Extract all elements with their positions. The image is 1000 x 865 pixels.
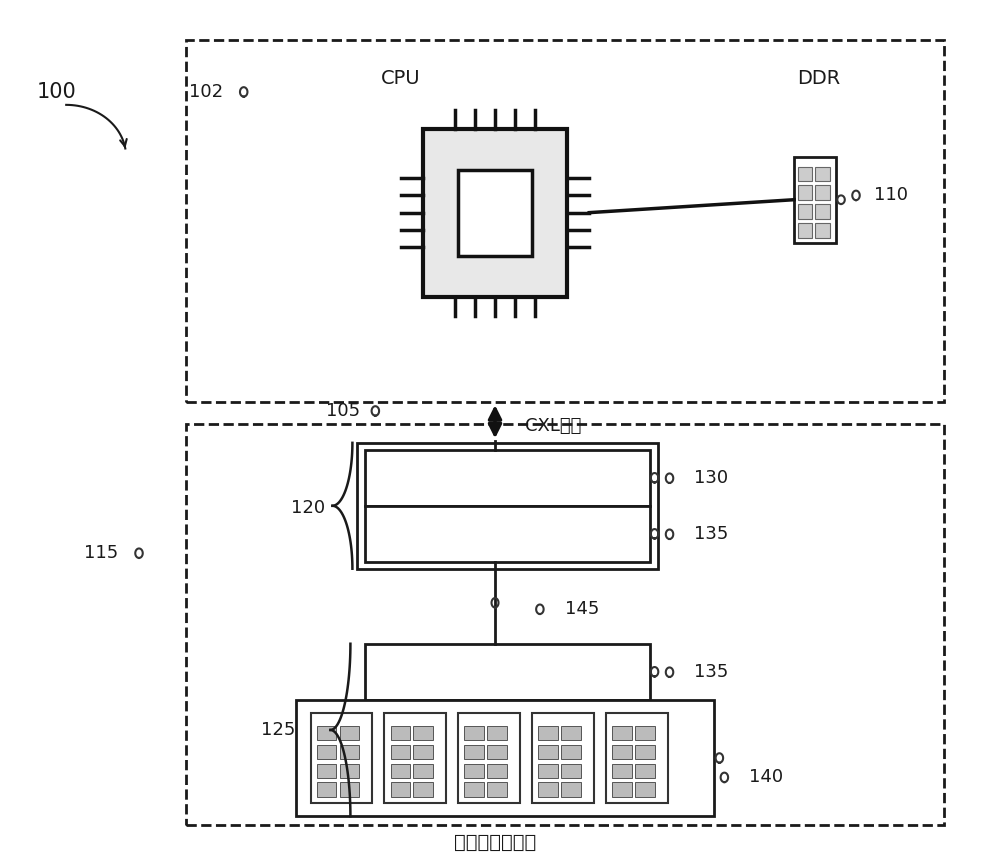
FancyBboxPatch shape [296, 700, 714, 817]
FancyBboxPatch shape [365, 644, 650, 700]
FancyBboxPatch shape [561, 726, 581, 740]
FancyBboxPatch shape [798, 223, 812, 238]
Text: 135: 135 [694, 525, 729, 543]
Text: 110: 110 [874, 186, 908, 204]
FancyBboxPatch shape [391, 783, 410, 797]
FancyBboxPatch shape [612, 764, 632, 778]
FancyBboxPatch shape [612, 745, 632, 759]
FancyBboxPatch shape [561, 783, 581, 797]
FancyBboxPatch shape [317, 764, 336, 778]
FancyBboxPatch shape [815, 167, 830, 182]
FancyBboxPatch shape [413, 745, 433, 759]
FancyBboxPatch shape [794, 157, 836, 243]
FancyBboxPatch shape [487, 764, 507, 778]
FancyBboxPatch shape [798, 185, 812, 200]
FancyBboxPatch shape [635, 783, 655, 797]
Text: 100: 100 [36, 82, 76, 102]
FancyBboxPatch shape [340, 745, 359, 759]
FancyBboxPatch shape [340, 783, 359, 797]
FancyBboxPatch shape [357, 443, 658, 568]
FancyBboxPatch shape [815, 185, 830, 200]
FancyBboxPatch shape [340, 726, 359, 740]
FancyBboxPatch shape [365, 506, 650, 562]
FancyBboxPatch shape [532, 713, 594, 804]
FancyBboxPatch shape [561, 745, 581, 759]
Text: CXL链接: CXL链接 [525, 417, 581, 434]
FancyBboxPatch shape [413, 726, 433, 740]
FancyBboxPatch shape [635, 745, 655, 759]
FancyBboxPatch shape [317, 726, 336, 740]
FancyBboxPatch shape [413, 764, 433, 778]
FancyBboxPatch shape [317, 745, 336, 759]
FancyBboxPatch shape [464, 764, 484, 778]
Text: RNIC: RNIC [484, 524, 531, 543]
Text: DDR: DDR [797, 69, 841, 88]
Text: 135: 135 [694, 663, 729, 682]
FancyBboxPatch shape [464, 726, 484, 740]
FancyBboxPatch shape [487, 783, 507, 797]
Text: 140: 140 [749, 768, 783, 786]
Text: 105: 105 [326, 402, 360, 420]
Text: CPU: CPU [380, 69, 420, 88]
FancyBboxPatch shape [340, 764, 359, 778]
FancyBboxPatch shape [391, 726, 410, 740]
FancyBboxPatch shape [423, 129, 567, 297]
FancyBboxPatch shape [606, 713, 668, 804]
FancyBboxPatch shape [487, 726, 507, 740]
FancyBboxPatch shape [413, 783, 433, 797]
FancyBboxPatch shape [391, 764, 410, 778]
FancyBboxPatch shape [317, 783, 336, 797]
Text: 存储器池服务器: 存储器池服务器 [454, 832, 536, 851]
Text: 120: 120 [291, 498, 325, 516]
Text: 145: 145 [565, 600, 599, 618]
FancyBboxPatch shape [561, 764, 581, 778]
FancyBboxPatch shape [464, 745, 484, 759]
FancyBboxPatch shape [458, 713, 520, 804]
FancyBboxPatch shape [538, 726, 558, 740]
FancyBboxPatch shape [798, 204, 812, 219]
FancyBboxPatch shape [815, 204, 830, 219]
Text: RNIC: RNIC [484, 663, 531, 682]
FancyBboxPatch shape [487, 745, 507, 759]
FancyBboxPatch shape [311, 713, 372, 804]
FancyBboxPatch shape [391, 745, 410, 759]
FancyBboxPatch shape [538, 764, 558, 778]
FancyBboxPatch shape [635, 726, 655, 740]
FancyBboxPatch shape [612, 783, 632, 797]
FancyBboxPatch shape [538, 783, 558, 797]
FancyBboxPatch shape [464, 783, 484, 797]
Text: 102: 102 [189, 83, 223, 101]
FancyBboxPatch shape [635, 764, 655, 778]
FancyBboxPatch shape [458, 170, 532, 256]
FancyBboxPatch shape [384, 713, 446, 804]
FancyBboxPatch shape [365, 450, 650, 506]
FancyBboxPatch shape [612, 726, 632, 740]
FancyBboxPatch shape [798, 167, 812, 182]
Text: 115: 115 [84, 544, 118, 562]
Text: 130: 130 [694, 469, 729, 487]
Text: 125: 125 [261, 721, 296, 739]
FancyBboxPatch shape [815, 223, 830, 238]
Text: CXL.mem: CXL.mem [461, 468, 554, 487]
FancyBboxPatch shape [538, 745, 558, 759]
